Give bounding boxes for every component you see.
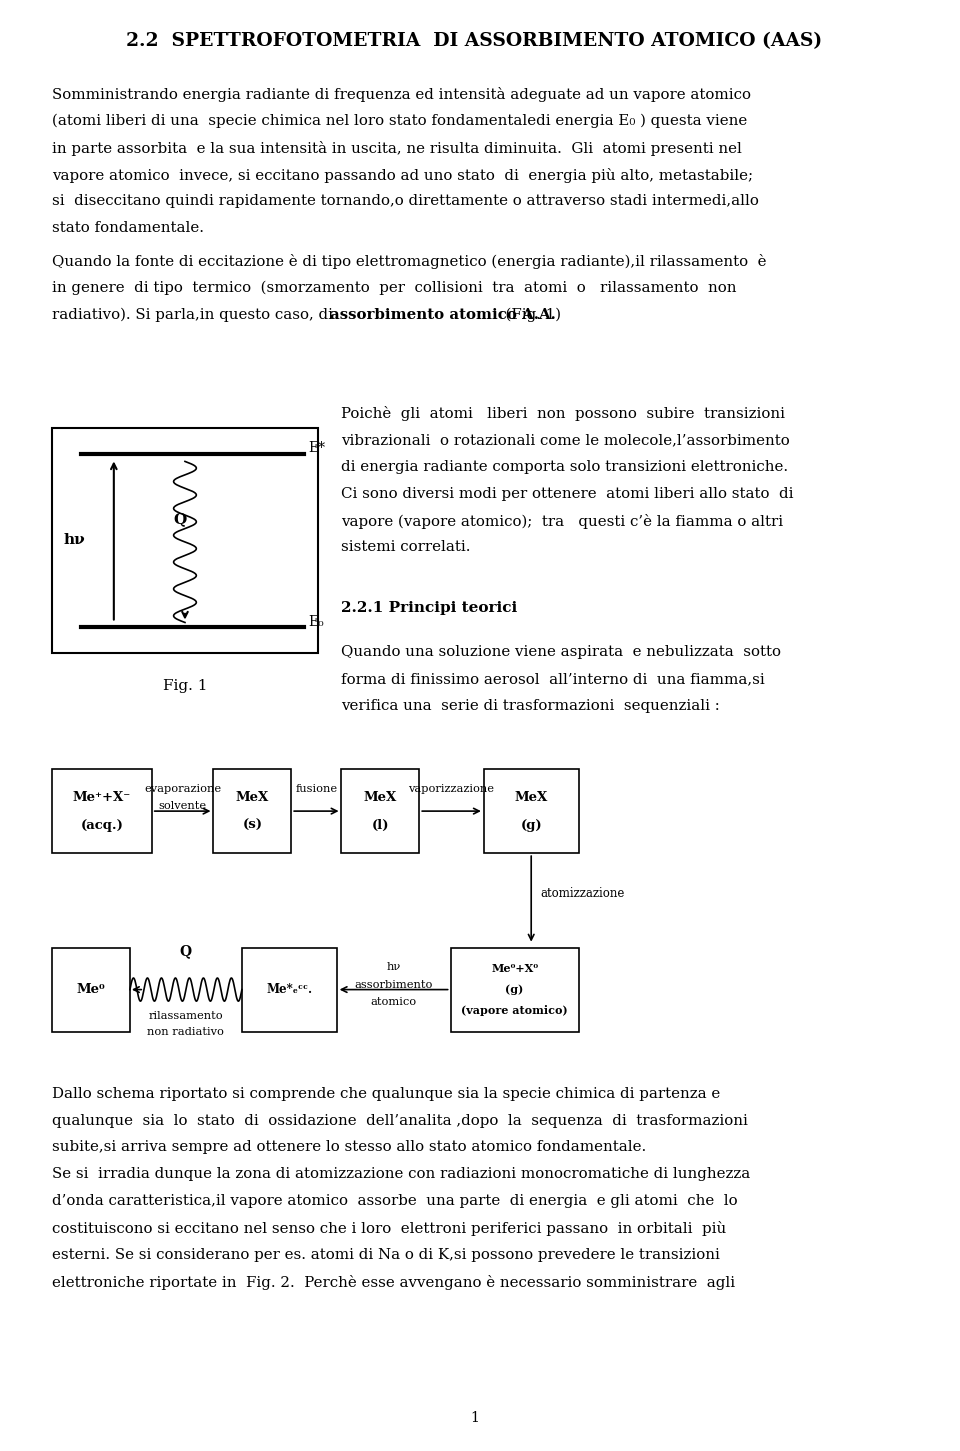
Bar xyxy=(242,948,337,1032)
Text: (vapore atomico): (vapore atomico) xyxy=(462,1006,568,1016)
Text: E₀: E₀ xyxy=(308,615,324,630)
Text: si  diseccitano quindi rapidamente tornando,o direttamente o attraverso stadi in: si diseccitano quindi rapidamente tornan… xyxy=(52,194,759,209)
Text: evaporazione: evaporazione xyxy=(144,784,221,794)
Text: non radiativo: non radiativo xyxy=(148,1027,225,1037)
Text: Quando una soluzione viene aspirata  e nebulizzata  sotto: Quando una soluzione viene aspirata e ne… xyxy=(342,646,781,659)
Text: Fig. 1: Fig. 1 xyxy=(163,679,207,694)
Bar xyxy=(52,948,130,1032)
Text: Quando la fonte di eccitazione è di tipo elettromagnetico (energia radiante),il : Quando la fonte di eccitazione è di tipo… xyxy=(52,254,767,268)
Text: Poichè  gli  atomi   liberi  non  possono  subire  transizioni: Poichè gli atomi liberi non possono subi… xyxy=(342,406,785,421)
Text: forma di finissimo aerosol  all’interno di  una fiamma,si: forma di finissimo aerosol all’interno d… xyxy=(342,672,765,686)
Text: elettroniche riportate in  Fig. 2.  Perchè esse avvengano è necessario somminist: elettroniche riportate in Fig. 2. Perchè… xyxy=(52,1275,735,1290)
Text: d’onda caratteristica,il vapore atomico  assorbe  una parte  di energia  e gli a: d’onda caratteristica,il vapore atomico … xyxy=(52,1194,738,1209)
Text: Q: Q xyxy=(174,512,187,525)
Text: in parte assorbita  e la sua intensità in uscita, ne risulta diminuita.  Gli  at: in parte assorbita e la sua intensità in… xyxy=(52,141,742,155)
Text: di energia radiante comporta solo transizioni elettroniche.: di energia radiante comporta solo transi… xyxy=(342,460,788,474)
Text: 2.2.1 Principi teorici: 2.2.1 Principi teorici xyxy=(342,602,517,615)
Text: Me*ₑᶜᶜ.: Me*ₑᶜᶜ. xyxy=(266,984,312,995)
Text: (s): (s) xyxy=(242,818,262,831)
Text: Dallo schema riportato si comprende che qualunque sia la specie chimica di parte: Dallo schema riportato si comprende che … xyxy=(52,1087,720,1101)
Text: 2.2  SPETTROFOTOMETRIA  DI ASSORBIMENTO ATOMICO (AAS): 2.2 SPETTROFOTOMETRIA DI ASSORBIMENTO AT… xyxy=(126,32,823,49)
Text: atomizzazione: atomizzazione xyxy=(540,887,625,900)
Text: (g): (g) xyxy=(506,984,524,995)
Bar xyxy=(450,948,579,1032)
Text: vibrazionali  o rotazionali come le molecole,l’assorbimento: vibrazionali o rotazionali come le molec… xyxy=(342,434,790,447)
Text: hν: hν xyxy=(387,962,400,972)
Text: subite,si arriva sempre ad ottenere lo stesso allo stato atomico fondamentale.: subite,si arriva sempre ad ottenere lo s… xyxy=(52,1140,646,1155)
Text: Ci sono diversi modi per ottenere  atomi liberi allo stato  di: Ci sono diversi modi per ottenere atomi … xyxy=(342,488,794,501)
Text: fusione: fusione xyxy=(296,784,337,794)
Text: assorbimento: assorbimento xyxy=(354,979,433,990)
Text: solvente: solvente xyxy=(158,801,206,811)
Text: Me⁰: Me⁰ xyxy=(77,984,106,995)
Text: (Fig. 1): (Fig. 1) xyxy=(496,308,561,322)
Text: 1: 1 xyxy=(469,1410,479,1425)
Text: in genere  di tipo  termico  (smorzamento  per  collisioni  tra  atomi  o   rila: in genere di tipo termico (smorzamento p… xyxy=(52,281,736,295)
Text: esterni. Se si considerano per es. atomi di Na o di K,si possono prevedere le tr: esterni. Se si considerano per es. atomi… xyxy=(52,1248,720,1262)
Text: (atomi liberi di una  specie chimica nel loro stato fondamentaledi energia E₀ ) : (atomi liberi di una specie chimica nel … xyxy=(52,115,748,128)
Text: verifica una  serie di trasformazioni  sequenziali :: verifica una serie di trasformazioni seq… xyxy=(342,699,720,712)
Text: MeX: MeX xyxy=(364,791,397,804)
Text: costituiscono si eccitano nel senso che i loro  elettroni periferici passano  in: costituiscono si eccitano nel senso che … xyxy=(52,1222,727,1236)
Text: radiativo). Si parla,in questo caso, di: radiativo). Si parla,in questo caso, di xyxy=(52,308,338,322)
Text: vaporizzazione: vaporizzazione xyxy=(409,784,494,794)
Text: atomico: atomico xyxy=(371,997,417,1007)
Text: Q: Q xyxy=(180,943,192,958)
Text: (g): (g) xyxy=(520,818,542,831)
Text: Me⁺+X⁻: Me⁺+X⁻ xyxy=(73,791,132,804)
Bar xyxy=(52,428,318,653)
Text: sistemi correlati.: sistemi correlati. xyxy=(342,541,471,554)
Text: MeX: MeX xyxy=(515,791,548,804)
Bar xyxy=(484,769,579,853)
Text: (acq.): (acq.) xyxy=(81,818,124,831)
Text: Se si  irradia dunque la zona di atomizzazione con radiazioni monocromatiche di : Se si irradia dunque la zona di atomizza… xyxy=(52,1167,751,1181)
Text: assorbimento atomico A.A.: assorbimento atomico A.A. xyxy=(330,308,556,322)
Text: vapore atomico  invece, si eccitano passando ad uno stato  di  energia più alto,: vapore atomico invece, si eccitano passa… xyxy=(52,168,754,183)
Text: Somministrando energia radiante di frequenza ed intensità adeguate ad un vapore : Somministrando energia radiante di frequ… xyxy=(52,87,751,102)
Bar xyxy=(52,769,152,853)
Text: rilassamento: rilassamento xyxy=(149,1011,224,1022)
Text: MeX: MeX xyxy=(236,791,269,804)
Text: vapore (vapore atomico);  tra   questi c’è la fiamma o altri: vapore (vapore atomico); tra questi c’è … xyxy=(342,514,783,528)
Text: stato fondamentale.: stato fondamentale. xyxy=(52,222,204,235)
Text: E*: E* xyxy=(308,441,325,456)
Text: (l): (l) xyxy=(372,818,389,831)
Text: hν: hν xyxy=(63,534,85,547)
Text: qualunque  sia  lo  stato  di  ossidazione  dell’analita ,dopo  la  sequenza  di: qualunque sia lo stato di ossidazione de… xyxy=(52,1114,748,1127)
Bar xyxy=(213,769,291,853)
Text: Me⁰+X⁰: Me⁰+X⁰ xyxy=(492,963,539,974)
Bar xyxy=(342,769,420,853)
